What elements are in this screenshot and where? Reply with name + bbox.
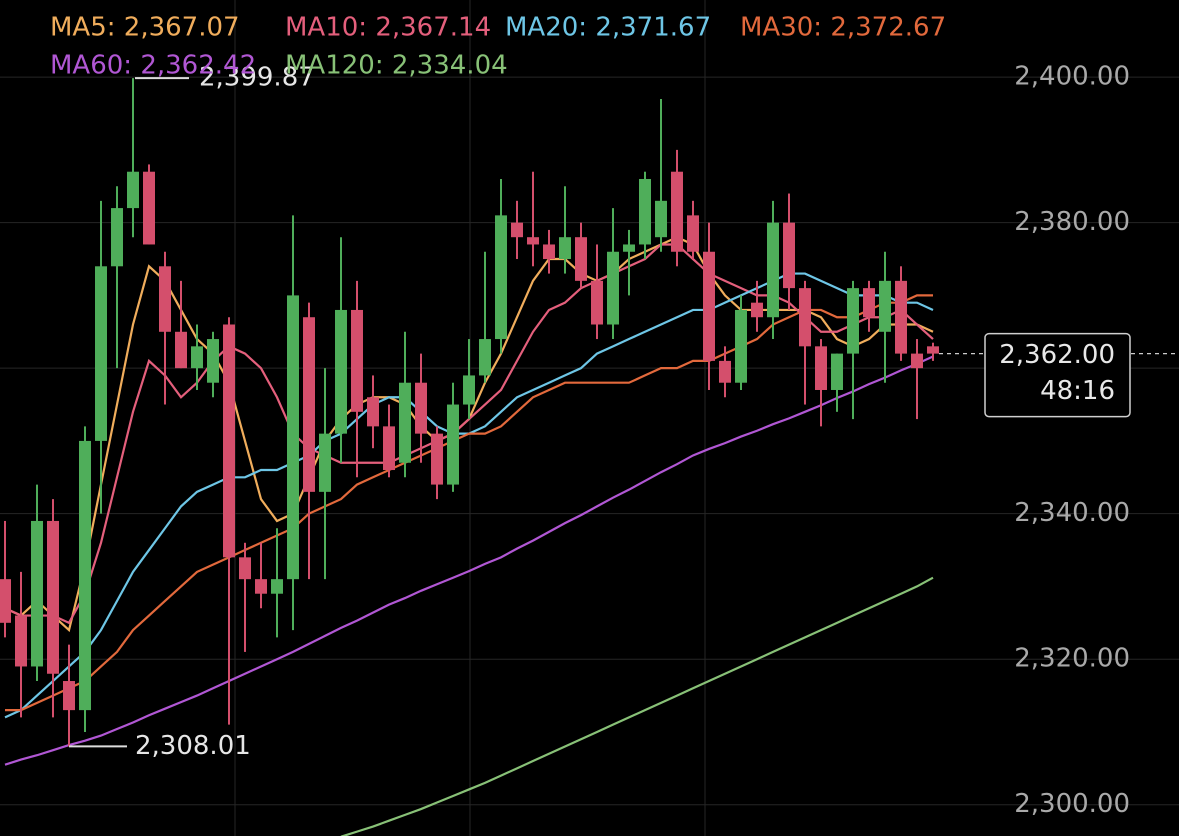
candle-body	[31, 520, 43, 667]
legend-entry: MA120: 2,334.04	[285, 51, 508, 81]
candle-body	[47, 520, 59, 674]
candle-body	[735, 309, 747, 383]
candle-body	[719, 360, 731, 383]
candle-body	[191, 346, 203, 369]
legend-entry: MA10: 2,367.14	[285, 13, 491, 43]
y-tick-label: 2,300.00	[1014, 789, 1130, 819]
legend-entry: MA20: 2,371.67	[505, 13, 711, 43]
candle-body	[671, 171, 683, 252]
legend-entry: MA5: 2,367.07	[50, 13, 240, 43]
candle-body	[399, 382, 411, 463]
candle-body	[767, 222, 779, 318]
candle-body	[799, 288, 811, 347]
candle-body	[575, 237, 587, 281]
candle-body	[271, 579, 283, 594]
candle-body	[895, 280, 907, 354]
legend-entry: MA30: 2,372.67	[740, 13, 946, 43]
candle-body	[879, 280, 891, 332]
candle-body	[927, 346, 939, 354]
candle-body	[287, 295, 299, 580]
candle-body	[543, 244, 555, 260]
overlay: 2,399.87 2,308.01 2,362.00 48:16 MA5: 2,367.…	[50, 13, 1179, 761]
candle-body	[687, 215, 699, 252]
ma-line	[340, 576, 934, 836]
candle-body	[863, 288, 875, 318]
candle-body	[479, 339, 491, 376]
y-tick-label: 2,380.00	[1014, 207, 1130, 237]
last-price-label: 2,362.00	[999, 340, 1115, 370]
candle-body	[447, 404, 459, 485]
candle-body	[127, 171, 139, 209]
candle-body	[415, 382, 427, 434]
candle-body	[623, 244, 635, 252]
candle-body	[239, 557, 251, 580]
candle-body	[15, 615, 27, 667]
candle-body	[383, 426, 395, 471]
candle-body	[815, 346, 827, 390]
candle-body	[639, 178, 651, 245]
candle-body	[367, 397, 379, 427]
candle-body	[703, 251, 715, 361]
candle-body	[351, 309, 363, 412]
candle-body	[111, 208, 123, 267]
candle-body	[783, 222, 795, 289]
candle-body	[527, 237, 539, 245]
candle-body	[591, 280, 603, 325]
candle-body	[79, 440, 91, 711]
candle-body	[159, 266, 171, 332]
candle-body	[143, 171, 155, 245]
candle-body	[0, 579, 11, 623]
ma-line	[5, 294, 933, 712]
y-tick-label: 2,400.00	[1014, 62, 1130, 92]
last-price-box	[984, 332, 1131, 418]
candle-body	[255, 579, 267, 594]
candle-body	[511, 222, 523, 238]
candle-body	[303, 317, 315, 492]
candle-body	[223, 324, 235, 558]
candle-body	[831, 353, 843, 390]
y-tick-label: 2,320.00	[1014, 644, 1130, 674]
candle-body	[751, 302, 763, 318]
candle-body	[207, 339, 219, 383]
candle-body	[495, 215, 507, 340]
low-marker-label: 2,308.01	[135, 731, 251, 761]
y-tick-label: 2,340.00	[1014, 498, 1130, 528]
candles	[0, 78, 939, 747]
candle-body	[463, 375, 475, 405]
legend-entry: MA60: 2,362.42	[50, 51, 256, 81]
candle-body	[559, 237, 571, 260]
candle-body	[431, 433, 443, 485]
ma-line	[4, 355, 934, 766]
candle-body	[335, 309, 347, 434]
high-marker-label: 2,399.87	[199, 63, 315, 93]
candle-body	[847, 288, 859, 354]
candle-body	[319, 433, 331, 492]
candle-body	[911, 353, 923, 369]
candle-body	[655, 200, 667, 238]
candle-body	[63, 681, 75, 711]
candle-body	[607, 251, 619, 325]
candle-body	[175, 331, 187, 369]
countdown: 48:16	[1040, 376, 1115, 406]
candle-body	[95, 266, 107, 441]
